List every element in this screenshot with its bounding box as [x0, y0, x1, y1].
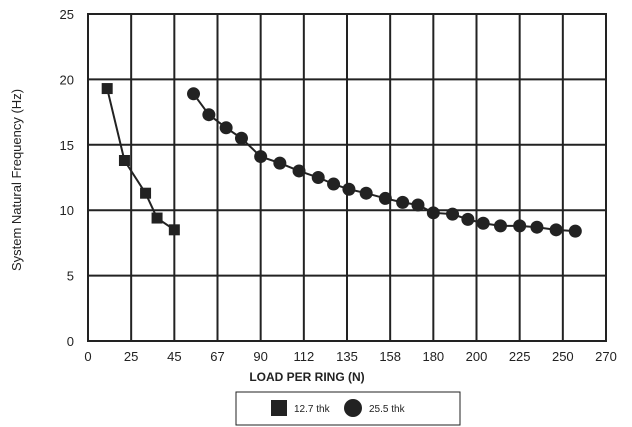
data-point-circle	[513, 219, 527, 233]
data-point-circle	[219, 121, 233, 135]
legend-square-marker	[271, 400, 287, 416]
x-tick-label: 25	[124, 349, 138, 364]
data-point-circle	[396, 195, 410, 209]
data-point-circle	[202, 108, 216, 122]
y-tick-label: 15	[60, 138, 74, 153]
y-tick-label: 20	[60, 72, 74, 87]
data-point-circle	[327, 177, 341, 191]
data-point-circle	[359, 186, 373, 200]
y-tick-label: 25	[60, 7, 74, 22]
data-point-circle	[411, 198, 425, 212]
y-tick-label: 0	[67, 334, 74, 349]
data-point-circle	[549, 223, 563, 237]
x-tick-label: 250	[552, 349, 574, 364]
x-tick-label: 135	[336, 349, 358, 364]
x-tick-label: 0	[84, 349, 91, 364]
x-tick-label: 180	[422, 349, 444, 364]
data-point-square	[140, 187, 152, 199]
series-line	[106, 88, 175, 231]
data-point-circle	[273, 156, 287, 170]
x-tick-label: 158	[379, 349, 401, 364]
legend-label-12-7-thk: 12.7 thk	[294, 404, 331, 415]
y-axis-title: System Natural Frequency (Hz)	[9, 89, 24, 271]
data-point-circle	[187, 87, 201, 101]
legend: 12.7 thk 25.5 thk	[235, 391, 461, 426]
x-tick-label: 200	[466, 349, 488, 364]
data-point-circle	[476, 216, 490, 230]
data-point-circle	[342, 182, 356, 196]
data-point-square	[118, 154, 130, 166]
data-point-square	[151, 212, 163, 224]
x-tick-label: 270	[595, 349, 617, 364]
data-point-circle	[446, 207, 460, 221]
x-axis-title: LOAD PER RING (N)	[249, 370, 364, 384]
data-point-circle	[426, 206, 440, 220]
data-point-circle	[234, 131, 248, 145]
x-axis-ticks: 0 25 45 67 90 112 135 158 180 200 225 250 270	[84, 349, 616, 364]
plot-frame	[87, 13, 607, 342]
data-point-circle	[292, 164, 306, 178]
data-point-circle	[254, 150, 268, 164]
series-thick	[187, 87, 582, 238]
x-tick-label: 112	[293, 349, 314, 364]
y-tick-label: 10	[60, 203, 74, 218]
data-point-circle	[461, 212, 475, 226]
data-point-square	[168, 224, 180, 236]
x-tick-label: 90	[253, 349, 267, 364]
data-point-circle	[568, 224, 582, 238]
series-thin	[101, 83, 180, 236]
data-point-square	[101, 83, 113, 95]
legend-circle-marker	[344, 399, 362, 417]
data-point-circle	[311, 171, 325, 184]
x-tick-label: 67	[210, 349, 224, 364]
x-tick-label: 45	[167, 349, 181, 364]
y-axis-ticks: 0 5 10 15 20 25	[60, 7, 74, 349]
legend-label-25-5-thk: 25.5 thk	[369, 404, 406, 415]
y-tick-label: 5	[67, 269, 74, 284]
data-point-circle	[530, 220, 544, 234]
series-layer	[101, 83, 582, 238]
data-point-circle	[493, 219, 507, 233]
grid	[88, 14, 606, 341]
x-tick-label: 225	[509, 349, 531, 364]
data-point-circle	[378, 191, 392, 205]
